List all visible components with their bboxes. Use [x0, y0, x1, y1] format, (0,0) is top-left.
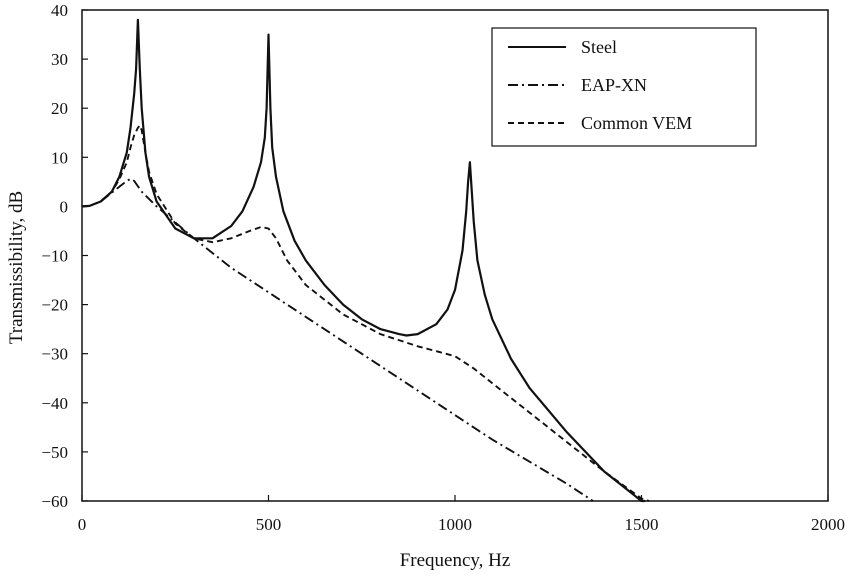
legend-label-steel: Steel	[581, 37, 617, 57]
y-tick-label: 30	[51, 50, 68, 69]
x-tick-label: 500	[256, 515, 282, 534]
x-tick-label: 0	[78, 515, 87, 534]
y-tick-label: 40	[51, 1, 68, 20]
y-tick-label: 20	[51, 99, 68, 118]
y-tick-label: −20	[41, 296, 68, 315]
y-tick-label: −60	[41, 492, 68, 511]
y-tick-label: −30	[41, 345, 68, 364]
y-tick-label: −40	[41, 394, 68, 413]
x-tick-label: 2000	[811, 515, 845, 534]
series-line-steel	[81, 18, 646, 503]
x-tick-label: 1000	[438, 515, 472, 534]
legend-label-eap-xn: EAP-XN	[581, 75, 647, 95]
axis-ticks: 0 500 1000 1500 2000 40 30 20 10 0 −10 −20 −30 −40 −50…	[41, 1, 845, 534]
y-tick-label: 10	[51, 148, 68, 167]
series-layer	[81, 18, 650, 503]
y-tick-label: 0	[60, 197, 69, 216]
series-line-eap-xn	[81, 177, 594, 502]
y-axis-label: Transmissibility, dB	[6, 191, 27, 344]
legend-label-common-vem: Common VEM	[581, 113, 692, 133]
legend: Steel EAP-XN Common VEM	[491, 27, 757, 147]
series-line-common-vem	[81, 124, 650, 502]
y-tick-label: −50	[41, 443, 68, 462]
x-axis-label: Frequency, Hz	[400, 550, 511, 571]
y-tick-label: −10	[41, 247, 68, 266]
x-tick-label: 1500	[625, 515, 659, 534]
